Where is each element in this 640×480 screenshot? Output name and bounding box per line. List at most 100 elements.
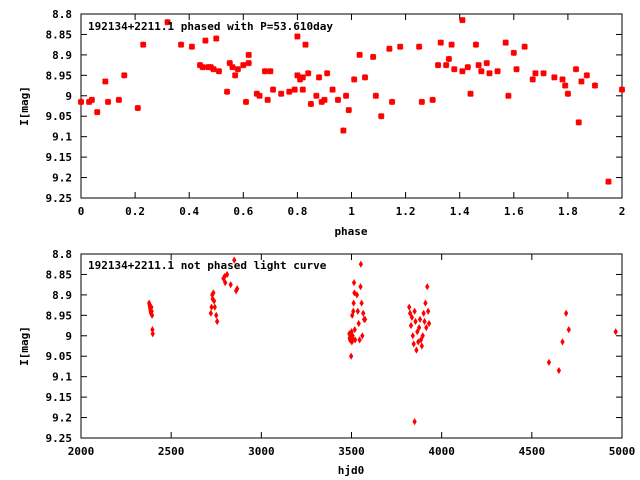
phased-data-point: [605, 178, 612, 185]
phased-x-tick-label: 0.6: [233, 205, 253, 218]
unphased-data-point: [407, 309, 413, 317]
phased-data-point: [115, 96, 123, 104]
unphased-x-axis-label: hjd0: [338, 464, 365, 477]
phased-data-point: [140, 41, 147, 48]
phased-data-point: [286, 88, 293, 95]
phased-data-point: [386, 45, 393, 52]
phased-data-point: [540, 70, 547, 77]
unphased-data-point: [223, 279, 228, 287]
phased-data-point: [451, 65, 458, 73]
phased-y-tick-label: 8.95: [46, 69, 73, 82]
unphased-y-tick-label: 9.15: [46, 391, 73, 404]
phased-data-point: [315, 74, 323, 81]
phased-x-tick-label: 1.8: [558, 205, 578, 218]
unphased-x-tick-label: 2000: [68, 445, 95, 458]
unphased-y-tick-label: 8.9: [52, 289, 72, 302]
phased-data-point: [356, 51, 363, 59]
phased-x-tick-label: 0.2: [125, 205, 145, 218]
phased-data-point: [77, 98, 85, 106]
phased-data-point: [575, 119, 582, 126]
phased-data-point: [529, 76, 536, 83]
unphased-y-tick-label: 9.05: [46, 350, 73, 363]
phased-data-point: [321, 96, 328, 104]
unphased-data-point: [422, 317, 427, 326]
phased-y-axis-label: I[mag]: [18, 86, 31, 126]
unphased-data-point: [412, 307, 417, 315]
phased-data-point: [164, 18, 171, 26]
unphased-y-tick-label: 8.85: [46, 268, 73, 281]
phased-data-point: [202, 37, 209, 44]
phased-data-point: [591, 82, 599, 89]
phased-data-point: [94, 108, 101, 116]
phased-data-point: [291, 86, 298, 93]
unphased-data-point: [613, 328, 618, 336]
unphased-x-tick-label: 2500: [158, 445, 185, 458]
unphased-data-point: [354, 291, 360, 299]
phased-data-point: [361, 74, 369, 81]
unphased-data-point: [416, 324, 422, 332]
phased-data-point: [313, 92, 320, 99]
phased-data-point: [459, 16, 466, 24]
phased-data-point: [510, 49, 518, 57]
phased-data-point: [345, 106, 353, 114]
phased-data-point: [502, 39, 509, 46]
phased-data-point: [478, 68, 485, 75]
phased-data-point: [583, 72, 591, 79]
phased-data-point: [299, 74, 307, 81]
phased-data-point: [513, 65, 520, 73]
phased-data-point: [572, 65, 580, 73]
phased-y-tick-label: 9: [65, 90, 72, 103]
unphased-data-point: [418, 336, 424, 344]
unphased-data-point: [232, 256, 237, 264]
unphased-data-point: [421, 309, 426, 317]
unphased-data-point: [419, 342, 424, 350]
phased-data-point: [261, 68, 269, 75]
unphased-data-point: [212, 303, 217, 311]
phased-data-point: [215, 68, 223, 75]
unphased-chart-title: 192134+2211.1 not phased light curve: [88, 259, 327, 272]
unphased-data-point: [150, 330, 155, 338]
phased-data-point: [199, 63, 206, 71]
phased-data-point: [299, 86, 307, 93]
unphased-y-tick-label: 9.2: [52, 412, 72, 425]
phased-data-point: [245, 51, 252, 59]
unphased-data-point: [563, 309, 569, 317]
phased-data-point: [323, 70, 331, 77]
phased-data-point: [578, 78, 585, 85]
phased-x-tick-label: 1.6: [504, 205, 524, 218]
phased-data-point: [188, 43, 196, 50]
phased-data-point: [445, 55, 453, 63]
phased-ticks: 0 0.2 0.4 0.6 0.8 1 1.2 1.4 1.6 1.8 2 8.8 8.85 8.9 8.9…: [46, 8, 626, 218]
phased-data-point: [340, 127, 347, 134]
unphased-y-tick-label: 9.25: [46, 432, 73, 445]
phased-data-point: [213, 35, 220, 42]
unphased-data-point: [351, 307, 356, 315]
phased-data-point: [269, 86, 277, 93]
unphased-data-point: [215, 317, 220, 326]
unphased-data-point: [425, 307, 431, 315]
phased-data-point: [134, 104, 142, 112]
unphased-data-point: [424, 324, 429, 332]
unphased-data-point: [352, 326, 357, 334]
phased-data-point: [342, 92, 350, 99]
phased-data-point: [264, 96, 271, 104]
phased-data-point: [307, 100, 315, 108]
unphased-data-point: [357, 336, 362, 344]
unphased-x-tick-label: 3000: [248, 445, 275, 458]
phased-data-point: [369, 53, 377, 61]
phased-data-point: [294, 33, 301, 40]
phased-data-point: [472, 41, 480, 48]
unphased-data-point: [351, 299, 356, 307]
phased-data-point: [245, 59, 252, 67]
unphased-y-tick-label: 9.1: [52, 371, 72, 384]
unphased-data-point: [228, 281, 233, 289]
phased-x-tick-label: 0.8: [287, 205, 307, 218]
phased-data-point: [442, 61, 450, 69]
phased-data-point: [551, 74, 558, 81]
phased-data-point: [437, 39, 444, 46]
unphased-data-point: [560, 338, 565, 346]
unphased-data-point: [358, 283, 363, 291]
phased-data-point: [494, 68, 501, 75]
phased-data-point: [277, 90, 285, 97]
phased-data-point: [564, 90, 572, 97]
